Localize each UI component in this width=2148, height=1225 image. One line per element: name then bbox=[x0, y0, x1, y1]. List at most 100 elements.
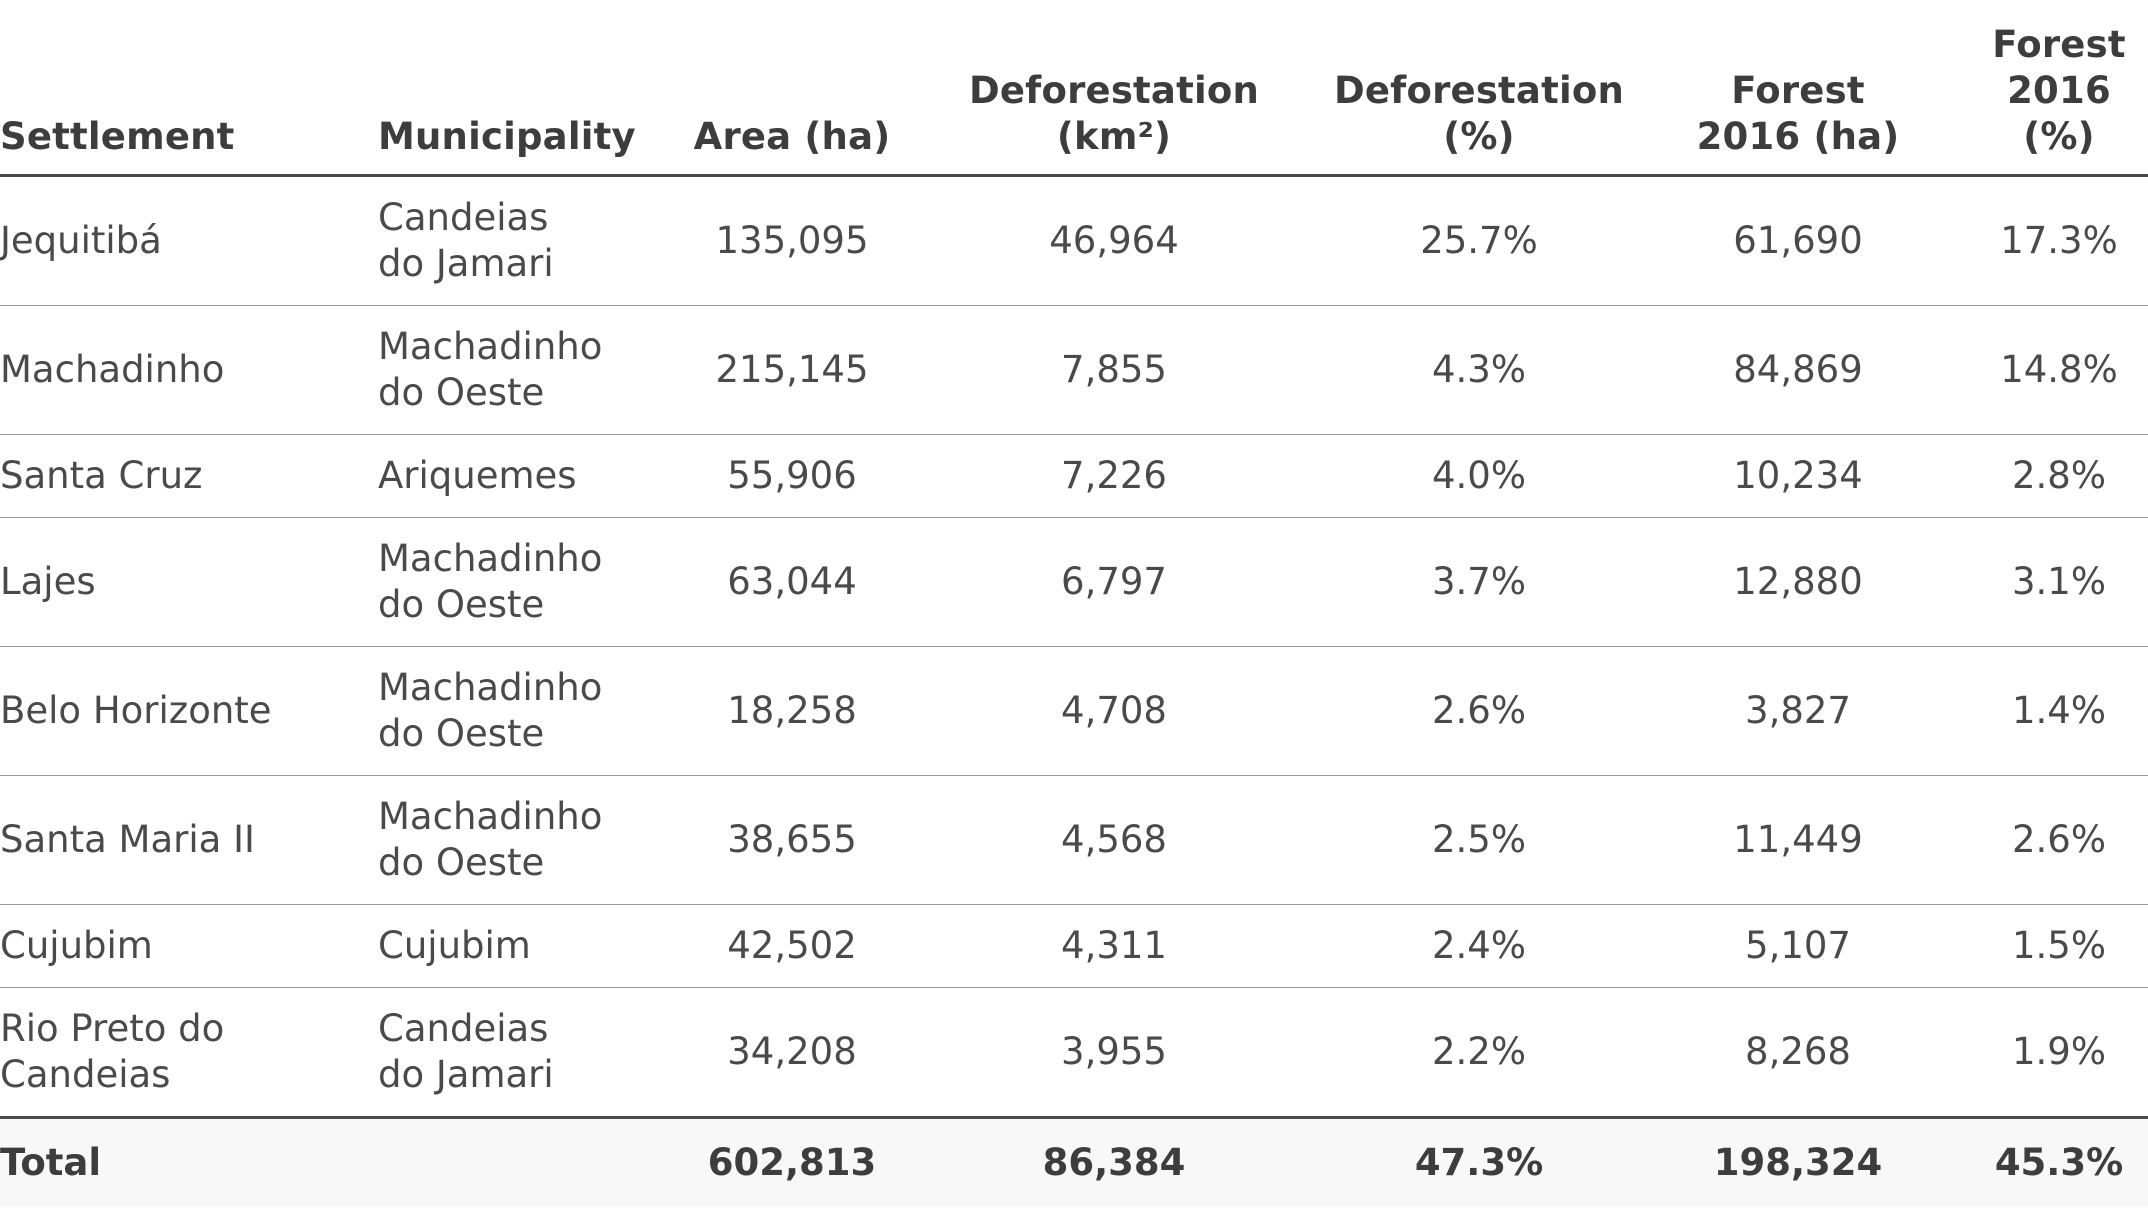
cell-settlement: Jequitibá bbox=[0, 175, 378, 306]
header-municipality: Municipality bbox=[378, 0, 688, 177]
cell-area: 42,502 bbox=[688, 904, 896, 988]
cell-municipality: Candeias do Jamari bbox=[378, 987, 688, 1119]
cell-forest-pct: 17.3% bbox=[1970, 175, 2148, 306]
cell-settlement: Machadinho bbox=[0, 305, 378, 435]
cell-deforestation-pct: 3.7% bbox=[1332, 517, 1626, 647]
cell-forest-ha: 84,869 bbox=[1626, 305, 1970, 435]
header-deforestation-pct-line2: (%) bbox=[1443, 115, 1515, 158]
cell-deforestation-km2: 4,568 bbox=[896, 775, 1332, 905]
municipality-line: Candeias bbox=[378, 196, 549, 239]
municipality-line: Ariquemes bbox=[378, 454, 577, 497]
settlement-line: Rio Preto do bbox=[0, 1007, 225, 1050]
cell-municipality: Machadinho do Oeste bbox=[378, 646, 688, 776]
cell-forest-ha: 3,827 bbox=[1626, 646, 1970, 776]
cell-deforestation-pct: 4.3% bbox=[1332, 305, 1626, 435]
header-settlement: Settlement bbox=[0, 0, 378, 177]
cell-municipality: Machadinho do Oeste bbox=[378, 775, 688, 905]
header-forest-pct-line1: Forest bbox=[1992, 23, 2126, 66]
header-forest-pct: Forest 2016 (%) bbox=[1970, 0, 2148, 177]
header-area-line2: Area (ha) bbox=[693, 115, 891, 158]
cell-forest-ha: 10,234 bbox=[1626, 434, 1970, 518]
municipality-line: Cujubim bbox=[378, 924, 531, 967]
cell-forest-ha: 12,880 bbox=[1626, 517, 1970, 647]
settlement-line: Candeias bbox=[0, 1053, 171, 1096]
table-row: Rio Preto do Candeias Candeias do Jamari… bbox=[0, 987, 2148, 1119]
settlement-line: Jequitibá bbox=[0, 219, 162, 262]
cell-deforestation-km2: 3,955 bbox=[896, 987, 1332, 1119]
municipality-line: Machadinho bbox=[378, 795, 603, 838]
cell-municipality: Machadinho do Oeste bbox=[378, 305, 688, 435]
cell-deforestation-pct: 2.5% bbox=[1332, 775, 1626, 905]
cell-area: 135,095 bbox=[688, 175, 896, 306]
table-row: Cujubim Cujubim 42,502 4,311 2.4% 5,107 … bbox=[0, 904, 2148, 988]
table-row: Santa Maria II Machadinho do Oeste 38,65… bbox=[0, 775, 2148, 905]
municipality-line: Machadinho bbox=[378, 537, 603, 580]
cell-forest-ha: 61,690 bbox=[1626, 175, 1970, 306]
cell-forest-pct: 1.9% bbox=[1970, 987, 2148, 1119]
cell-settlement: Belo Horizonte bbox=[0, 646, 378, 776]
total-label: Total bbox=[0, 1117, 378, 1207]
cell-forest-pct: 2.8% bbox=[1970, 434, 2148, 518]
cell-deforestation-pct: 4.0% bbox=[1332, 434, 1626, 518]
settlement-line: Machadinho bbox=[0, 348, 225, 391]
cell-deforestation-km2: 4,311 bbox=[896, 904, 1332, 988]
municipality-line: Candeias bbox=[378, 1007, 549, 1050]
cell-settlement: Santa Maria II bbox=[0, 775, 378, 905]
table-row: Jequitibá Candeias do Jamari 135,095 46,… bbox=[0, 175, 2148, 306]
cell-area: 34,208 bbox=[688, 987, 896, 1119]
cell-deforestation-pct: 2.6% bbox=[1332, 646, 1626, 776]
settlement-line: Cujubim bbox=[0, 924, 153, 967]
municipality-line: do Oeste bbox=[378, 712, 545, 755]
total-forest-ha: 198,324 bbox=[1626, 1117, 1970, 1207]
municipality-line: do Oeste bbox=[378, 371, 545, 414]
municipality-line: do Jamari bbox=[378, 1053, 554, 1096]
cell-deforestation-pct: 2.4% bbox=[1332, 904, 1626, 988]
cell-area: 38,655 bbox=[688, 775, 896, 905]
cell-deforestation-pct: 2.2% bbox=[1332, 987, 1626, 1119]
cell-municipality: Machadinho do Oeste bbox=[378, 517, 688, 647]
header-deforestation-pct-line1: Deforestation bbox=[1333, 69, 1625, 112]
total-forest-pct: 45.3% bbox=[1970, 1117, 2148, 1207]
header-forest-ha-line2: 2016 (ha) bbox=[1696, 115, 1900, 158]
municipality-line: do Oeste bbox=[378, 841, 545, 884]
header-area: Area (ha) bbox=[688, 0, 896, 177]
settlement-line: Santa Cruz bbox=[0, 454, 203, 497]
header-forest-ha-line1: Forest bbox=[1731, 69, 1865, 112]
cell-area: 215,145 bbox=[688, 305, 896, 435]
header-row: Settlement Municipality Area (ha) Defore… bbox=[0, 0, 2148, 177]
settlement-line: Belo Horizonte bbox=[0, 689, 272, 732]
cell-forest-ha: 8,268 bbox=[1626, 987, 1970, 1119]
cell-municipality: Ariquemes bbox=[378, 434, 688, 518]
cell-settlement: Lajes bbox=[0, 517, 378, 647]
municipality-line: do Oeste bbox=[378, 583, 545, 626]
cell-municipality: Candeias do Jamari bbox=[378, 175, 688, 306]
cell-municipality: Cujubim bbox=[378, 904, 688, 988]
header-deforestation-pct: Deforestation (%) bbox=[1332, 0, 1626, 177]
cell-forest-pct: 14.8% bbox=[1970, 305, 2148, 435]
total-area: 602,813 bbox=[688, 1117, 896, 1207]
header-municipality-line2: Municipality bbox=[378, 115, 636, 158]
total-row: Total 602,813 86,384 47.3% 198,324 45.3% bbox=[0, 1117, 2148, 1207]
table-row: Belo Horizonte Machadinho do Oeste 18,25… bbox=[0, 646, 2148, 776]
cell-settlement: Santa Cruz bbox=[0, 434, 378, 518]
cell-deforestation-pct: 25.7% bbox=[1332, 175, 1626, 306]
total-municipality bbox=[378, 1117, 688, 1207]
settlement-line: Lajes bbox=[0, 560, 96, 603]
header-deforestation-km2: Deforestation (km²) bbox=[896, 0, 1332, 177]
header-settlement-line2: Settlement bbox=[0, 115, 235, 158]
cell-area: 55,906 bbox=[688, 434, 896, 518]
table-row: Machadinho Machadinho do Oeste 215,145 7… bbox=[0, 305, 2148, 435]
cell-area: 18,258 bbox=[688, 646, 896, 776]
header-deforestation-km2-line1: Deforestation bbox=[968, 69, 1260, 112]
cell-forest-pct: 3.1% bbox=[1970, 517, 2148, 647]
cell-deforestation-km2: 46,964 bbox=[896, 175, 1332, 306]
cell-forest-pct: 1.5% bbox=[1970, 904, 2148, 988]
header-forest-ha: Forest 2016 (ha) bbox=[1626, 0, 1970, 177]
cell-deforestation-km2: 7,226 bbox=[896, 434, 1332, 518]
municipality-line: do Jamari bbox=[378, 242, 554, 285]
cell-area: 63,044 bbox=[688, 517, 896, 647]
header-deforestation-km2-line2: (km²) bbox=[1056, 115, 1172, 158]
cell-forest-ha: 11,449 bbox=[1626, 775, 1970, 905]
